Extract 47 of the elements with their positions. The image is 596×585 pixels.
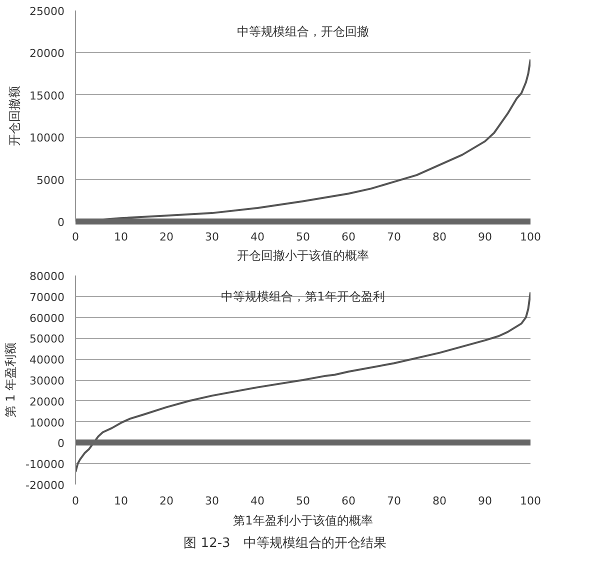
x-tick-label: 50 (296, 230, 310, 244)
x-tick-label: 50 (296, 494, 310, 508)
y-axis-title: 开仓回撤额 (8, 86, 22, 146)
y-tick-label: 0 (58, 216, 64, 229)
y-tick-label: 10000 (30, 416, 65, 430)
y-tick-label: 5000 (36, 174, 65, 187)
y-tick-label: 0 (58, 437, 64, 450)
y-tick-label: 40000 (30, 354, 65, 367)
x-axis-title: 开仓回撤小于该值的概率 (237, 248, 369, 262)
y-tick-label: -10000 (26, 458, 65, 472)
x-tick-label: 70 (387, 230, 401, 244)
y-tick-label: -20000 (26, 479, 65, 492)
text: 中等规模组合，第1年开仓盈利 (221, 290, 385, 304)
y-tick-label: 20000 (30, 395, 65, 408)
x-tick-label: 10 (114, 494, 128, 508)
x-tick-label: 60 (342, 494, 356, 508)
x-tick-label: 20 (160, 494, 174, 508)
x-axis-title: 第1年盈利小于该值的概率 (233, 514, 373, 528)
y-tick-label: 30000 (30, 374, 65, 388)
x-tick-label: 70 (387, 494, 401, 508)
x-tick-label: 100 (520, 230, 541, 244)
y-tick-label: 70000 (30, 290, 65, 304)
y-tick-label: 15000 (30, 89, 65, 102)
x-tick-label: 30 (205, 230, 219, 244)
y-tick-label: 50000 (30, 332, 65, 346)
y-axis-title: 第 1 年盈利额 (4, 342, 18, 418)
x-tick-label: 40 (250, 230, 264, 244)
x-tick-label: 80 (432, 230, 446, 244)
x-tick-label: 20 (160, 230, 174, 244)
x-tick-label: 100 (520, 494, 541, 508)
y-tick-label: 60000 (30, 312, 65, 325)
x-tick-label: 60 (342, 230, 356, 244)
text: 中等规模组合，开仓回撤 (237, 24, 369, 38)
caption: 图 12-3 中等规模组合的开仓结果 (182, 535, 388, 553)
x-tick-label: 40 (250, 494, 264, 508)
y-tick-label: 80000 (30, 270, 65, 283)
x-tick-label: 30 (205, 494, 219, 508)
x-tick-label: 90 (478, 494, 492, 508)
x-tick-label: 10 (114, 230, 128, 244)
x-tick-label: 0 (72, 230, 79, 244)
y-tick-label: 25000 (30, 5, 65, 18)
y-tick-label: 10000 (30, 132, 65, 145)
y-tick-label: 20000 (30, 47, 65, 60)
x-tick-label: 0 (72, 494, 79, 508)
line-series (76, 291, 530, 473)
x-tick-label: 90 (478, 230, 492, 244)
x-tick-label: 80 (432, 494, 446, 508)
